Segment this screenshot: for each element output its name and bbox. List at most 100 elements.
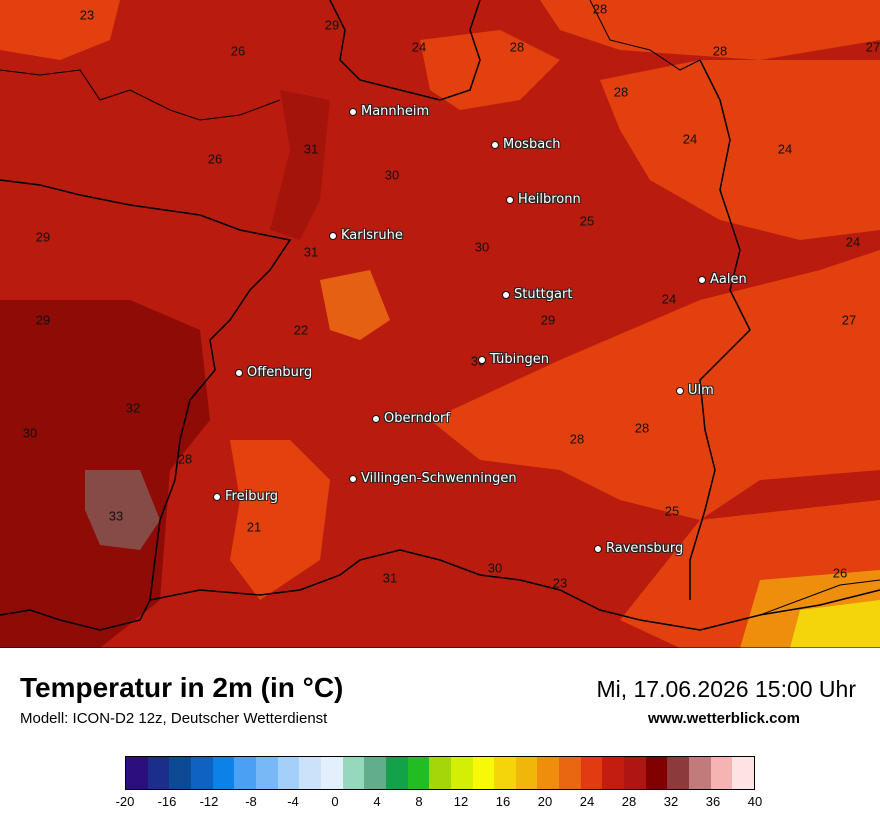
temperature-label: 31 (303, 244, 319, 260)
temperature-label: 30 (487, 560, 503, 576)
legend-tick-label: 32 (663, 794, 679, 809)
city-marker-icon (478, 355, 486, 364)
legend-swatch (580, 757, 603, 789)
border-north-west (0, 69, 281, 121)
temperature-label: 26 (832, 565, 848, 581)
cool-zone-odenwald (420, 30, 560, 110)
city-offenburg: Offenburg (235, 365, 312, 380)
temperature-label: 31 (303, 141, 319, 157)
border-hesse (329, 0, 481, 101)
legend-swatch (320, 757, 343, 789)
border-bottom-right (759, 579, 880, 616)
temperature-label: 32 (125, 400, 141, 416)
city-oberndorf: Oberndorf (372, 411, 450, 426)
legend-tick-label: -8 (245, 794, 257, 809)
city-mosbach: Mosbach (491, 137, 561, 152)
city-freiburg: Freiburg (213, 489, 278, 504)
hot-zone-north (270, 90, 330, 240)
temperature-label: 29 (35, 312, 51, 328)
legend-tick-label: -12 (199, 794, 219, 809)
border-east (589, 0, 701, 71)
temperature-label: 30 (22, 425, 38, 441)
city-tuebingen: Tübingen (478, 352, 549, 367)
legend-swatch (342, 757, 365, 789)
city-marker-icon (506, 195, 514, 204)
temperature-label: 28 (712, 43, 728, 59)
legend-swatch (169, 757, 191, 789)
map-footer: Temperatur in 2m (in °C) Modell: ICON-D2… (0, 648, 880, 830)
city-ravensburg: Ravensburg (594, 541, 683, 556)
temperature-label: 21 (246, 519, 262, 535)
city-aalen: Aalen (698, 272, 747, 287)
color-legend (125, 756, 755, 790)
temperature-label: 24 (682, 131, 698, 147)
temperature-label: 29 (324, 17, 340, 33)
temperature-label: 33 (108, 508, 124, 524)
legend-swatch (234, 757, 256, 789)
temperature-label: 23 (79, 7, 95, 23)
cool-zone-north-forest (320, 270, 390, 340)
temperature-label: 23 (552, 575, 568, 591)
legend-swatch (472, 757, 495, 789)
city-karlsruhe: Karlsruhe (329, 228, 403, 243)
temperature-label: 29 (35, 229, 51, 245)
temperature-label: 28 (177, 451, 193, 467)
temperature-label: 22 (293, 322, 309, 338)
temperature-label: 31 (382, 570, 398, 586)
forecast-datetime: Mi, 17.06.2026 15:00 Uhr (596, 676, 856, 702)
temperature-label: 25 (664, 503, 680, 519)
legend-tick-label: 24 (579, 794, 595, 809)
warm-zone-alps-peak (790, 600, 880, 648)
city-marker-icon (349, 474, 357, 483)
legend-swatch (277, 757, 300, 789)
legend-swatch (385, 757, 408, 789)
border-rhine (0, 179, 292, 631)
city-marker-icon (698, 275, 706, 284)
city-villingen-schwenningen: Villingen-Schwenningen (349, 471, 517, 486)
temperature-label: 24 (777, 141, 793, 157)
legend-swatch (126, 757, 148, 789)
legend-swatch (515, 757, 538, 789)
city-ulm: Ulm (676, 383, 714, 398)
legend-tick-label: 12 (453, 794, 469, 809)
legend-swatch (494, 757, 516, 789)
legend-swatch (667, 757, 690, 789)
city-marker-icon (213, 492, 221, 501)
legend-tick-label: 20 (537, 794, 553, 809)
map-shading (0, 0, 880, 648)
temperature-label: 25 (579, 213, 595, 229)
temperature-label: 24 (845, 234, 861, 250)
legend-swatch (732, 757, 755, 789)
city-marker-icon (676, 386, 684, 395)
legend-swatch (624, 757, 646, 789)
temperature-label: 30 (474, 239, 490, 255)
legend-swatch (190, 757, 213, 789)
legend-swatch (364, 757, 386, 789)
legend-swatch (645, 757, 668, 789)
hottest-zone (85, 470, 160, 550)
map-title: Temperatur in 2m (in °C) (20, 672, 344, 703)
temperature-label: 28 (509, 39, 525, 55)
legend-swatch (689, 757, 711, 789)
temperature-label: 30 (384, 167, 400, 183)
temperature-label: 28 (592, 1, 608, 17)
model-info: Modell: ICON-D2 12z, Deutscher Wetterdie… (20, 710, 328, 727)
legend-swatch (710, 757, 733, 789)
temperature-label: 24 (661, 291, 677, 307)
temperature-label: 28 (569, 431, 585, 447)
city-heilbronn: Heilbronn (506, 192, 581, 207)
city-marker-icon (594, 544, 602, 553)
city-marker-icon (329, 231, 337, 240)
legend-swatch (429, 757, 451, 789)
legend-swatch (407, 757, 430, 789)
temperature-label: 26 (207, 151, 223, 167)
website-label: www.wetterblick.com (648, 710, 800, 727)
cool-zone-black-forest (230, 440, 330, 600)
cool-zone-top-left (0, 0, 120, 60)
temperature-label: 26 (230, 43, 246, 59)
city-marker-icon (502, 290, 510, 299)
city-marker-icon (491, 140, 499, 149)
temperature-label: 29 (540, 312, 556, 328)
legend-tick-label: 4 (373, 794, 381, 809)
temperature-label: 28 (634, 420, 650, 436)
